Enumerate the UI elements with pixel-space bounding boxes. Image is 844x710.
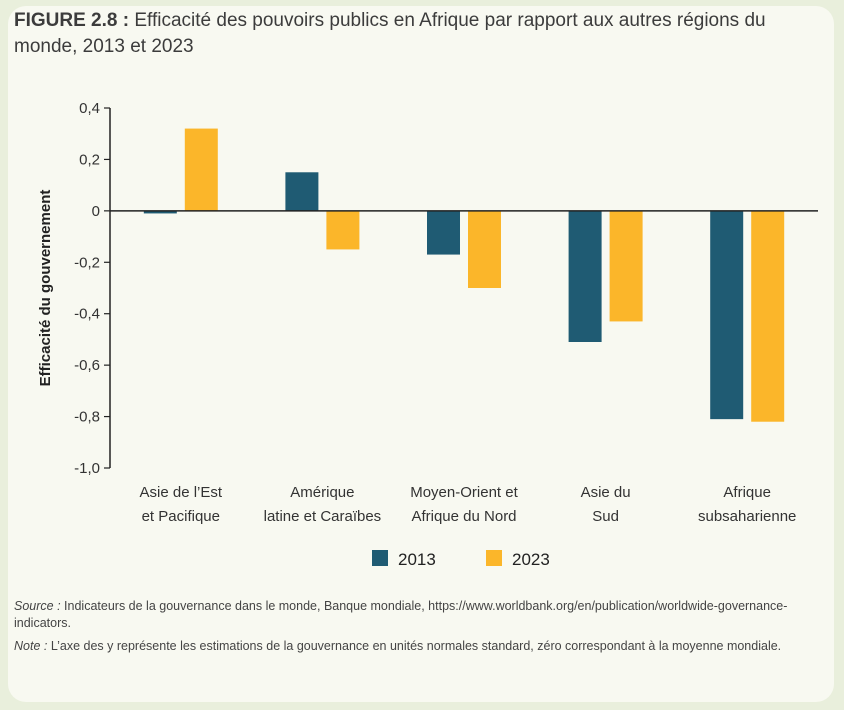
bar-2013-1	[285, 172, 319, 211]
figure-panel	[8, 6, 834, 702]
source-note: Source : Indicateurs de la gouvernance d…	[14, 598, 814, 632]
y-tick-label: 0,4	[79, 100, 100, 117]
y-tick-label: -0,2	[74, 254, 100, 271]
bar-2013-3	[568, 210, 602, 342]
note-label: Note :	[14, 639, 48, 653]
bar-2023-4	[751, 210, 785, 422]
bar-2023-1	[326, 210, 360, 250]
bar-2013-4	[710, 210, 744, 420]
x-tick-label: Amérique	[290, 484, 354, 501]
figure-title: FIGURE 2.8 : Efficacité des pouvoirs pub…	[14, 8, 814, 60]
y-tick-label: -0,4	[74, 306, 100, 323]
legend-label: 2023	[512, 550, 550, 569]
bar-2013-2	[427, 210, 460, 255]
x-tick-label: et Pacifique	[142, 508, 220, 525]
legend-swatch-2013	[372, 550, 388, 566]
footnotes: Source : Indicateurs de la gouvernance d…	[14, 598, 814, 661]
y-tick-label: 0	[92, 203, 100, 220]
x-tick-label: Asie du	[581, 484, 631, 501]
y-tick-label: 0,2	[79, 151, 100, 168]
bar-2023-3	[609, 210, 643, 322]
y-tick-label: -0,6	[74, 357, 100, 374]
source-text: Indicateurs de la gouvernance dans le mo…	[14, 599, 788, 630]
y-axis-label: Efficacité du gouvernement	[37, 190, 54, 387]
bar-2023-0	[184, 128, 218, 211]
bar-chart: -1,0 -0,8 -0,6 -0,4 -0,2 0 0,2 0,4 Efficacité du…	[37, 100, 818, 569]
y-tick-label: -0,8	[74, 409, 100, 426]
x-tick-label: Sud	[592, 508, 619, 525]
bar-2013-0	[143, 210, 177, 214]
axis-note: Note : L’axe des y représente les estima…	[14, 638, 814, 655]
source-label: Source :	[14, 599, 61, 613]
figure-label: FIGURE 2.8 :	[14, 10, 130, 31]
bar-2023-2	[468, 210, 501, 288]
x-tick-label: Afrique	[723, 484, 771, 501]
note-text: L’axe des y représente les estimations d…	[50, 639, 782, 653]
figure-title-text: Efficacité des pouvoirs publics en Afriq…	[14, 10, 766, 57]
x-tick-label: Asie de l’Est	[140, 484, 223, 501]
x-tick-label: latine et Caraïbes	[264, 508, 382, 525]
x-tick-label: subsaharienne	[698, 508, 796, 525]
legend-label: 2013	[398, 550, 436, 569]
legend-swatch-2023	[486, 550, 502, 566]
x-tick-label: Moyen-Orient et	[410, 484, 518, 501]
x-tick-label: Afrique du Nord	[411, 508, 516, 525]
y-tick-label: -1,0	[74, 460, 100, 477]
